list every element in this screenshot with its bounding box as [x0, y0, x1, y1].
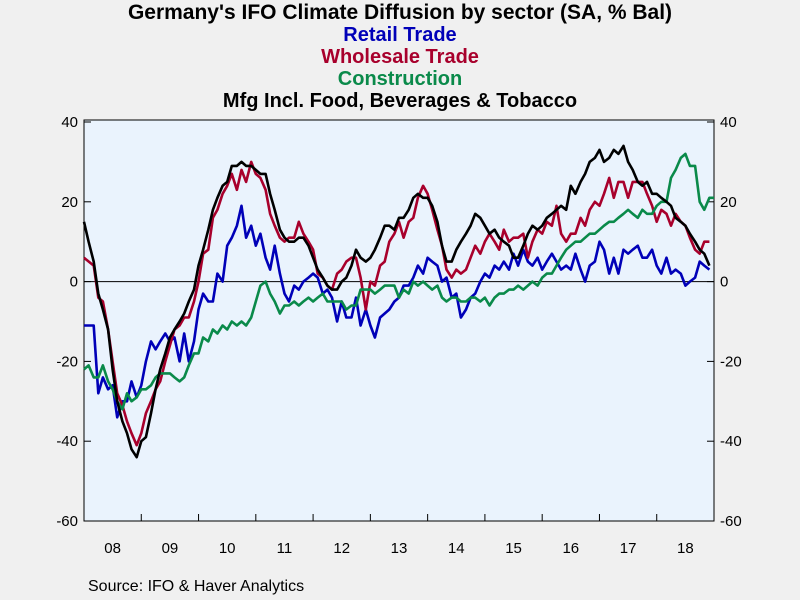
legend-retail-trade: Retail Trade [343, 24, 457, 46]
legend-wholesale-trade: Wholesale Trade [321, 46, 479, 68]
series-line-3 [82, 144, 711, 459]
y-tick-label-left: 0 [70, 274, 78, 291]
y-tick-label-right: 20 [720, 194, 737, 211]
title-block: Germany's IFO Climate Diffusion by secto… [0, 1, 800, 113]
y-tick-label-left: -40 [56, 433, 78, 450]
y-tick-label-right: -20 [720, 353, 742, 370]
x-tick-label: 17 [620, 540, 637, 557]
chart-title: Germany's IFO Climate Diffusion by secto… [127, 1, 673, 24]
y-tick-label-left: -20 [56, 353, 78, 370]
legend-manufacturing: Mfg Incl. Food, Beverages & Tobacco [222, 90, 578, 112]
series-line-2 [83, 152, 714, 411]
x-tick-label: 12 [333, 540, 350, 557]
y-tick-label-left: -60 [56, 513, 78, 530]
x-tick-label: 13 [391, 540, 408, 557]
x-tick-label: 18 [677, 540, 694, 557]
x-tick-label: 10 [219, 540, 236, 557]
source-note: Source: IFO & Haver Analytics [88, 578, 305, 595]
legend-construction: Construction [337, 68, 463, 90]
y-tick-label-left: 20 [61, 194, 78, 211]
x-tick-label: 14 [448, 540, 465, 557]
y-tick-label-right: -60 [720, 513, 742, 530]
y-tick-label-right: 40 [720, 114, 737, 131]
y-tick-label-left: 40 [61, 114, 78, 131]
plot-area [83, 119, 715, 522]
y-tick-label-right: 0 [720, 274, 728, 291]
series-layer [82, 144, 714, 459]
x-tick-label: 11 [277, 540, 293, 557]
x-tick-label: 09 [162, 540, 179, 557]
series-line-1 [83, 160, 710, 447]
y-tick-label-right: -40 [720, 433, 742, 450]
x-tick-label: 15 [505, 540, 522, 557]
x-tick-label: 08 [104, 540, 121, 557]
x-tick-label: 16 [562, 540, 579, 557]
tick-label-layer: 40 40 20 20 0 0 -20 -20 -40 -40 -60 -60 08 09 10 11 12 13… [56, 114, 741, 557]
